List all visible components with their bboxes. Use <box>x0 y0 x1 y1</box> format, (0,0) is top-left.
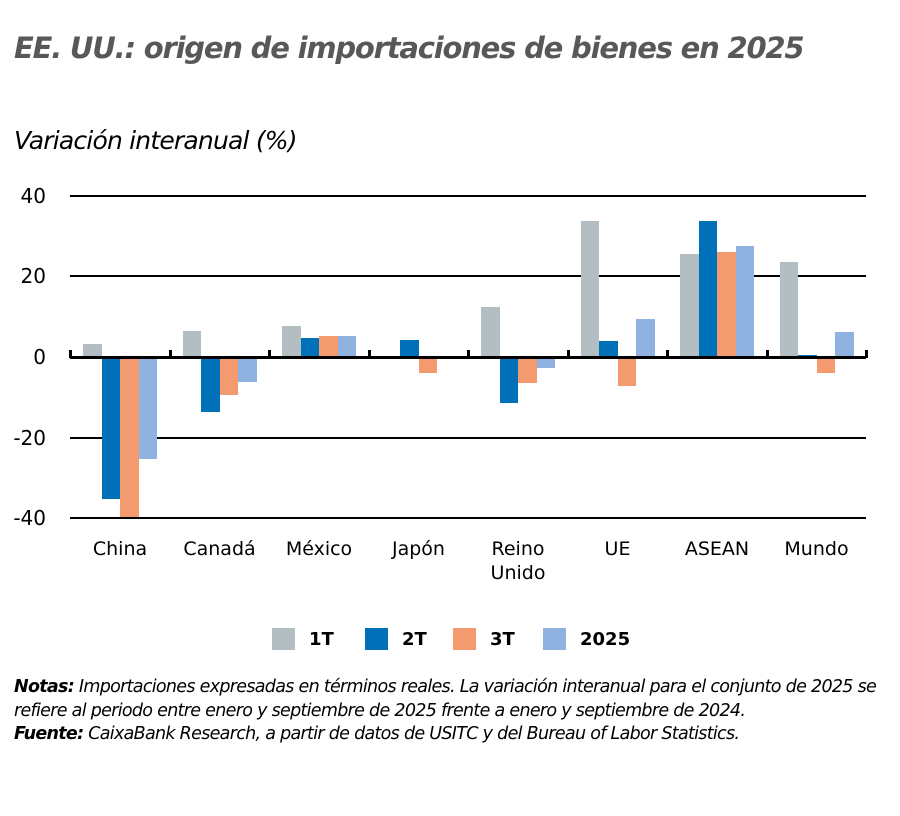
y-tick-label: 20 <box>20 264 46 289</box>
bar-1T-ue <box>580 221 600 357</box>
bar-2025-asean <box>735 246 755 357</box>
gridline <box>70 194 866 197</box>
bar-1T-reino-unido <box>481 307 500 357</box>
bar-2025-mundo <box>835 332 854 357</box>
bar-2T-ue <box>599 340 618 357</box>
bar-2T-méxico <box>300 338 320 357</box>
legend-item-3T: 3T <box>453 627 515 651</box>
x-category-label: Japón <box>392 538 445 560</box>
source-text: CaixaBank Research, a partir de datos de… <box>83 724 740 744</box>
bar-3T-china <box>120 358 139 518</box>
legend-swatch-icon <box>365 628 388 650</box>
x-axis-tick <box>865 350 868 358</box>
x-category-label: ASEAN <box>684 538 750 560</box>
legend-item-1T: 1T <box>272 627 334 651</box>
x-category-label: Mundo <box>784 538 849 560</box>
x-category-label: Reino Unido <box>490 538 546 584</box>
bar-1T-china <box>83 344 102 357</box>
bar-2025-china <box>138 358 158 459</box>
x-axis-tick <box>467 350 470 358</box>
x-axis-tick <box>168 350 172 358</box>
bar-3T-mundo <box>816 358 836 374</box>
gridline <box>70 436 866 439</box>
x-axis-tick <box>765 350 769 358</box>
bar-2025-reino-unido <box>536 358 556 369</box>
x-axis-tick <box>69 350 72 358</box>
notes-block: Notas: Importaciones expresadas en térmi… <box>14 676 894 747</box>
bar-2025-canadá <box>238 358 257 383</box>
gridline <box>70 275 866 278</box>
bar-2T-japón <box>400 340 419 357</box>
x-category-label: Canadá <box>183 538 256 560</box>
x-axis-tick <box>666 350 669 358</box>
bar-1T-canadá <box>182 331 202 357</box>
bar-3T-ue <box>617 358 637 387</box>
legend-swatch-icon <box>543 628 566 650</box>
y-tick-label: -40 <box>13 506 46 531</box>
x-category-label: México <box>285 538 353 560</box>
y-tick-label: 0 <box>33 345 46 369</box>
bar-3T-méxico <box>319 336 338 357</box>
legend-label: 1T <box>309 628 334 650</box>
x-axis-tick <box>367 350 371 358</box>
legend-label: 2025 <box>580 628 631 650</box>
legend-item-2025: 2025 <box>543 627 630 651</box>
bar-1T-asean <box>680 254 699 357</box>
bar-2T-china <box>101 358 121 500</box>
x-category-label: UE <box>604 538 631 560</box>
chart-subtitle: Variación interanual (%) <box>14 126 297 155</box>
gridline <box>70 517 866 520</box>
chart-title: EE. UU.: origen de importaciones de bien… <box>14 31 805 65</box>
bar-1T-mundo <box>779 262 799 357</box>
x-axis-tick <box>268 350 271 358</box>
bar-2T-asean <box>698 221 718 357</box>
legend-item-2T: 2T <box>365 627 427 651</box>
notes-text: Importaciones expresadas en términos rea… <box>14 677 877 721</box>
legend-label: 2T <box>402 628 427 650</box>
bar-3T-reino-unido <box>518 358 537 383</box>
legend-swatch-icon <box>272 628 295 650</box>
bar-2T-canadá <box>201 358 220 412</box>
bar-2T-mundo <box>798 354 817 357</box>
bar-2T-reino-unido <box>499 358 519 404</box>
notes-label: Notas: <box>14 677 75 697</box>
bar-1T-méxico <box>282 325 301 357</box>
legend-label: 3T <box>490 628 515 650</box>
legend-swatch-icon <box>453 628 476 650</box>
bar-3T-japón <box>418 358 438 373</box>
source-label: Fuente: <box>14 724 84 744</box>
y-tick-label: -20 <box>13 425 46 450</box>
bar-2025-méxico <box>337 336 357 357</box>
bar-3T-asean <box>717 252 736 357</box>
y-tick-label: 40 <box>20 183 46 208</box>
x-axis-tick <box>566 350 570 358</box>
bar-2025-ue <box>636 319 655 357</box>
bar-3T-canadá <box>219 358 239 396</box>
x-category-label: China <box>92 538 148 560</box>
